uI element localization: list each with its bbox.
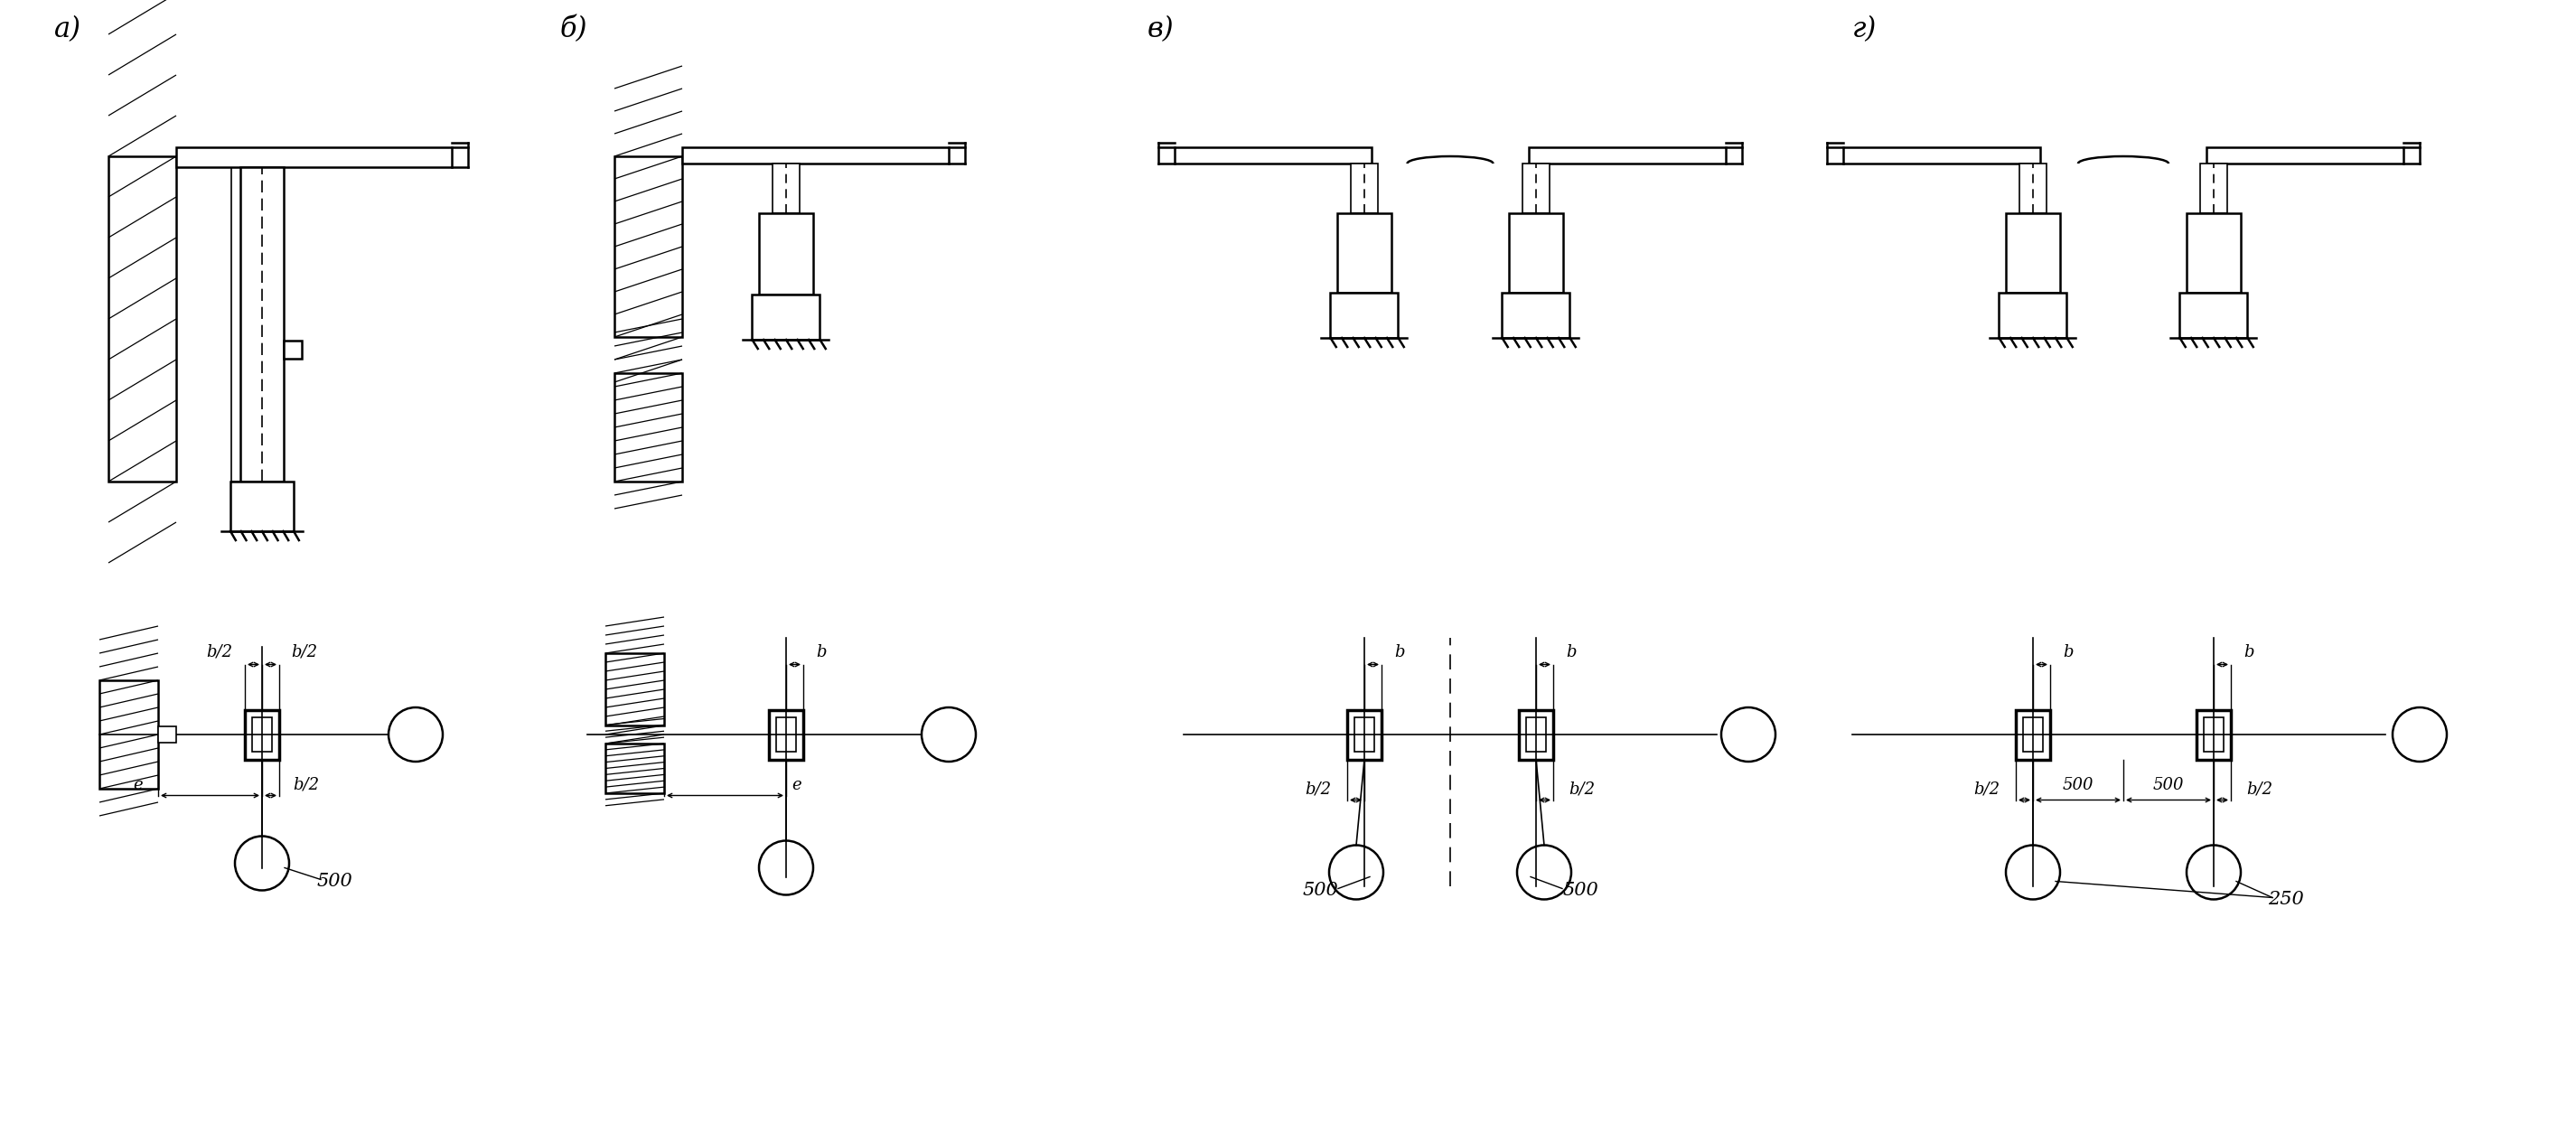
Bar (1347, 710, 1381, 759)
Text: b/2: b/2 (2246, 780, 2272, 797)
Bar (605, 743, 665, 793)
Bar (752, 294, 819, 339)
Bar (245, 710, 278, 759)
Text: 500: 500 (317, 873, 353, 889)
Bar (1350, 164, 1378, 213)
Bar (616, 156, 683, 337)
Text: b: b (817, 643, 827, 660)
Bar (1510, 213, 1564, 293)
Bar (775, 718, 796, 751)
Bar (240, 167, 283, 482)
Bar (108, 156, 175, 482)
Bar (1329, 293, 1399, 338)
Bar (2200, 164, 2228, 213)
Text: в): в) (1146, 16, 1175, 44)
Bar (605, 654, 665, 725)
Bar (100, 681, 157, 788)
Bar (1999, 293, 2066, 338)
Bar (283, 340, 301, 358)
Bar (616, 373, 683, 482)
Bar (2179, 293, 2249, 338)
Bar (2017, 710, 2050, 759)
Text: b/2: b/2 (294, 776, 319, 793)
Bar (252, 718, 273, 751)
Bar (2208, 147, 2403, 164)
Bar (232, 167, 260, 482)
Bar (1355, 718, 1373, 751)
Bar (1522, 164, 1551, 213)
Bar (1175, 147, 1370, 164)
Bar (1337, 213, 1391, 293)
Text: b: b (2063, 643, 2074, 660)
Text: 500: 500 (1561, 882, 1597, 898)
Text: b/2: b/2 (291, 643, 317, 660)
Bar (229, 482, 294, 531)
Bar (2197, 710, 2231, 759)
Text: b: b (2244, 643, 2254, 660)
Text: 250: 250 (2267, 891, 2303, 909)
Text: 500: 500 (1301, 882, 1337, 898)
Bar (2020, 164, 2045, 213)
Bar (175, 147, 451, 167)
Text: b/2: b/2 (1973, 780, 1999, 797)
Bar (768, 710, 804, 759)
Bar (1525, 718, 1546, 751)
Bar (1528, 147, 1726, 164)
Text: b/2: b/2 (1306, 780, 1332, 797)
Bar (773, 164, 799, 213)
Bar (2202, 718, 2223, 751)
Bar (1502, 293, 1569, 338)
Text: b/2: b/2 (206, 643, 232, 660)
Text: e: e (134, 776, 144, 793)
Text: b: b (1394, 643, 1404, 660)
Bar (1520, 710, 1553, 759)
Text: а): а) (54, 16, 82, 44)
Bar (2187, 213, 2241, 293)
Text: г): г) (1852, 16, 1878, 44)
Text: e: e (793, 776, 801, 793)
Bar (683, 147, 948, 164)
Text: 500: 500 (2063, 777, 2094, 794)
Text: b: b (1566, 643, 1577, 660)
Text: b/2: b/2 (1569, 780, 1595, 797)
Text: б): б) (559, 16, 587, 44)
Bar (760, 213, 814, 294)
Bar (157, 727, 175, 742)
Bar (1844, 147, 2040, 164)
Text: 500: 500 (2154, 777, 2184, 794)
Bar (2022, 718, 2043, 751)
Bar (2007, 213, 2061, 293)
